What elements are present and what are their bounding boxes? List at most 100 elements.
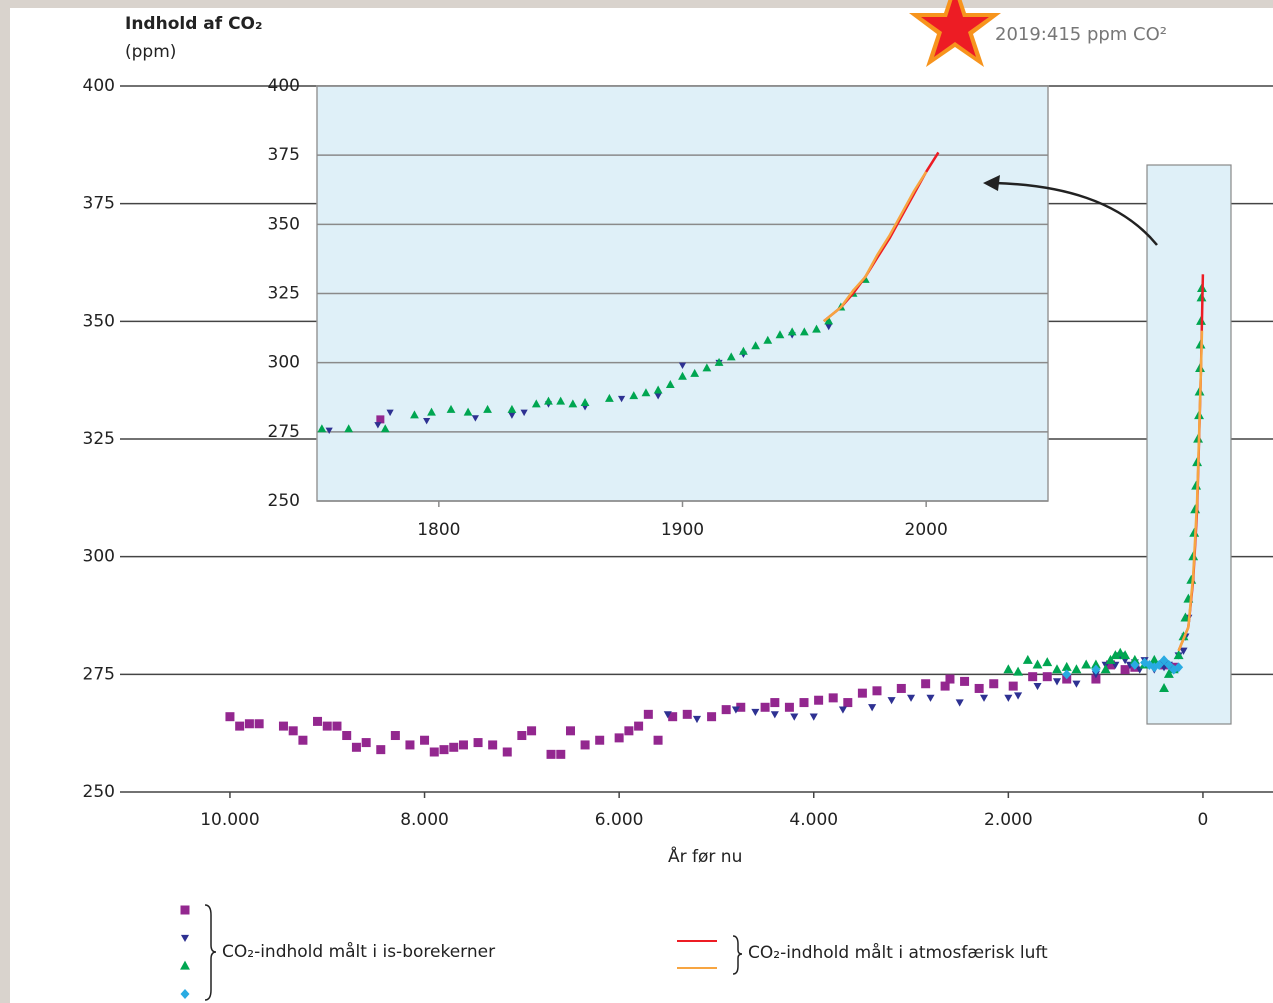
legend-label: CO₂-indhold målt i is-borekerner (222, 941, 495, 962)
triangle-down-marker (770, 711, 779, 719)
square-marker (682, 709, 692, 719)
y-tick-label: 250 (268, 491, 300, 511)
triangle-marker (344, 424, 354, 433)
triangle-down-marker (790, 713, 799, 721)
highlight-box (1146, 164, 1232, 725)
square-marker (799, 698, 809, 708)
diamond-marker (1144, 659, 1154, 670)
square-marker (614, 733, 624, 743)
square-marker (473, 738, 483, 748)
square-marker (857, 688, 867, 698)
square-marker (843, 698, 853, 708)
square-marker (770, 698, 780, 708)
triangle-down-marker (751, 708, 760, 717)
square-marker (580, 740, 590, 750)
triangle-down-marker (887, 697, 896, 705)
y-tick-label: 250 (83, 782, 115, 802)
square-marker (180, 905, 190, 915)
triangle-marker (1003, 664, 1014, 674)
square-marker (556, 749, 566, 759)
square-marker (1028, 672, 1038, 682)
legend: CO₂-indhold målt i is-borekerner CO₂-ind… (180, 904, 1048, 1001)
y-axis-unit: (ppm) (125, 42, 176, 62)
triangle-marker (1105, 654, 1116, 664)
square-marker (332, 721, 342, 731)
triangle-marker (463, 407, 473, 416)
y-tick-label: 325 (83, 429, 115, 449)
square-marker (960, 676, 970, 686)
triangle-down-marker (955, 699, 964, 707)
square-marker (595, 735, 605, 745)
x-tick-label: 0 (1198, 810, 1209, 830)
square-marker (784, 702, 794, 712)
square-marker (989, 679, 999, 689)
triangle-down-marker (1052, 678, 1062, 686)
triangle-down-marker (678, 362, 687, 370)
square-marker (278, 721, 288, 731)
y-tick-label: 300 (268, 353, 300, 373)
square-marker (298, 735, 308, 745)
triangle-down-marker (692, 715, 702, 724)
triangle-down-marker (868, 704, 877, 712)
triangle-marker (427, 407, 436, 416)
triangle-marker (678, 371, 687, 380)
y-tick-label: 350 (268, 214, 300, 234)
square-marker (721, 705, 731, 715)
triangle-marker (1163, 668, 1174, 678)
triangle-down-marker (374, 422, 382, 429)
square-marker (643, 709, 653, 719)
triangle-down-marker (809, 713, 818, 721)
square-marker (527, 726, 537, 736)
triangle-marker (317, 424, 327, 433)
triangle-marker (180, 960, 190, 970)
triangle-marker (629, 391, 639, 400)
square-marker (546, 749, 556, 759)
main-marks (225, 274, 1207, 759)
square-marker (288, 726, 298, 736)
square-marker (634, 721, 644, 731)
triangle-marker (605, 393, 614, 402)
triangle-marker (1081, 659, 1092, 669)
square-marker (974, 683, 984, 693)
triangle-marker (507, 404, 517, 413)
triangle-marker (665, 380, 675, 388)
square-marker (1120, 665, 1130, 675)
triangle-marker (1071, 664, 1082, 674)
triangle-marker (824, 316, 834, 325)
arrow-head (983, 175, 1000, 191)
inset-chart: 250 275 300 325 350 375 400 1800 1900 2000 (268, 76, 1048, 540)
triangle-marker (1042, 657, 1053, 667)
triangle-marker (653, 385, 663, 394)
square-marker (244, 719, 254, 729)
triangle-down-marker (979, 694, 989, 702)
triangle-down-marker (325, 427, 333, 435)
legend-label: CO₂-indhold målt i atmosfærisk luft (748, 942, 1048, 963)
x-tick-label: 1900 (661, 520, 704, 540)
y-tick-label: 375 (83, 194, 115, 214)
triangle-marker (799, 327, 809, 336)
legend-brace (204, 904, 217, 1001)
square-marker (828, 693, 838, 703)
diamond-marker (1164, 659, 1174, 670)
diamond-marker (1062, 669, 1072, 680)
square-marker (707, 712, 717, 722)
square-marker (225, 712, 235, 722)
y-tick-label: 300 (83, 547, 115, 567)
triangle-down-marker (1004, 694, 1013, 702)
square-marker (405, 740, 415, 750)
square-marker (235, 721, 245, 731)
triangle-marker (1129, 654, 1140, 664)
triangle-down-marker (508, 412, 516, 419)
triangle-marker (410, 410, 419, 419)
triangle-marker (1159, 683, 1169, 693)
main-grid: 250 275 300 325 350 375 400 10.000 8.000 6.000 4.0… (83, 76, 1273, 830)
triangle-marker (1173, 650, 1184, 660)
triangle-marker (1052, 664, 1062, 674)
triangle-marker (641, 388, 651, 397)
triangle-down-marker (1091, 671, 1100, 679)
triangle-marker (380, 424, 390, 433)
square-marker (488, 740, 498, 750)
triangle-marker (751, 341, 760, 350)
square-marker (872, 686, 882, 696)
